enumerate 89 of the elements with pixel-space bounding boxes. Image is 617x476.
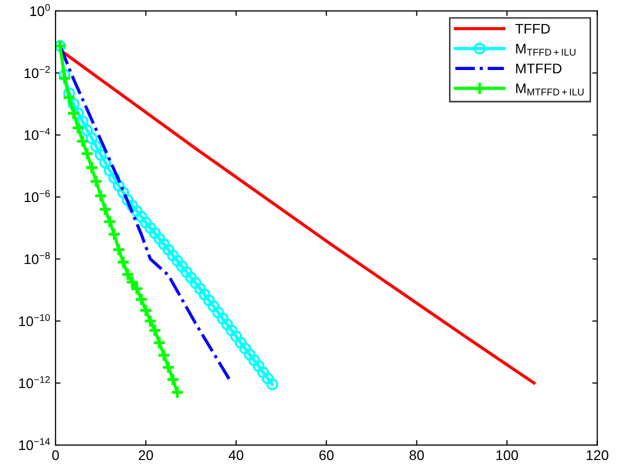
point (190, 276, 202, 289)
point (257, 366, 270, 378)
legend-label: M$_{MTFFD+ILU}$ (516, 84, 584, 96)
point (180, 266, 192, 278)
point (158, 238, 170, 250)
point (99, 156, 112, 168)
point (130, 205, 143, 218)
point (262, 372, 274, 384)
point (153, 232, 166, 245)
point (266, 378, 278, 390)
point (134, 292, 148, 306)
point (208, 300, 220, 312)
point (194, 282, 206, 295)
point (117, 186, 130, 198)
point (102, 214, 117, 229)
point (116, 255, 130, 270)
point (161, 360, 176, 374)
legend-label: TFFD (515, 24, 550, 34)
y-tick-label: 10$^{−2}$ (24, 66, 50, 78)
point (144, 222, 156, 234)
point (98, 202, 112, 216)
point (90, 140, 102, 152)
point (86, 132, 98, 144)
y-tick-label: 10$^{−10}$ (19, 314, 50, 326)
x-tick-label: 0 (52, 450, 59, 460)
point (63, 87, 75, 100)
point (76, 116, 89, 128)
x-tick-label: 40 (228, 450, 244, 460)
y-tick-label: 10$^{−12}$ (19, 376, 50, 388)
point (185, 272, 197, 284)
y-tick-label: 10$^{−6}$ (24, 190, 50, 202)
point (76, 134, 90, 148)
point (176, 260, 188, 272)
point (120, 267, 135, 282)
point (166, 372, 180, 386)
point (81, 124, 94, 136)
point (170, 385, 184, 400)
point (94, 188, 108, 203)
point (62, 90, 76, 105)
point (94, 148, 107, 161)
point (68, 98, 80, 110)
point (244, 348, 256, 360)
point (212, 306, 224, 318)
point (143, 314, 158, 328)
point (252, 360, 265, 372)
point (89, 174, 104, 188)
point (162, 244, 174, 256)
point (221, 318, 233, 330)
point (148, 323, 162, 338)
point (130, 282, 144, 296)
point (248, 354, 260, 366)
point (112, 180, 125, 192)
point (107, 227, 122, 242)
point (58, 71, 72, 86)
point (126, 200, 138, 212)
y-tick-label: 10$^{−8}$ (24, 252, 50, 264)
y-tick-label: 10$^{−14}$ (19, 438, 50, 450)
x-tick-label: 80 (410, 450, 424, 460)
point (84, 160, 99, 174)
point (203, 294, 215, 306)
point (239, 342, 252, 354)
point (156, 348, 171, 362)
point (167, 250, 179, 262)
point (80, 146, 94, 161)
point (148, 227, 161, 240)
point (58, 68, 70, 81)
legend-label: M$_{TFFD+ILU}$ (516, 44, 576, 56)
y-tick-label: 10$^{0}$ (30, 4, 50, 16)
legend-label: MTFFD (516, 64, 562, 74)
point (230, 330, 242, 342)
x-tick-label: 100 (496, 450, 518, 460)
x-tick-label: 120 (586, 450, 608, 460)
point (135, 210, 148, 223)
point (125, 275, 140, 290)
point (216, 312, 228, 324)
x-tick-label: 20 (138, 450, 153, 460)
point (140, 216, 152, 228)
point (138, 303, 153, 318)
point (152, 336, 166, 350)
point (172, 254, 184, 267)
point (66, 106, 81, 120)
point (198, 288, 210, 300)
point (112, 242, 126, 257)
point (71, 120, 86, 135)
point (122, 194, 134, 206)
x-tick-label: 60 (319, 450, 334, 460)
y-tick-label: 10$^{−4}$ (24, 128, 50, 140)
point (234, 336, 247, 349)
point (226, 324, 238, 336)
